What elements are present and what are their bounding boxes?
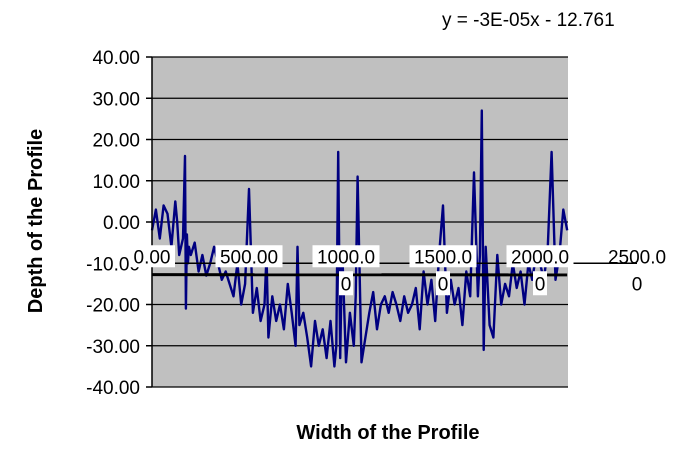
- x-tick-label: 0.00: [129, 245, 175, 268]
- x-tick-label-text: 1500.0 0: [414, 247, 472, 295]
- x-tick-label-text: 1000.0 0: [317, 247, 375, 295]
- x-tick-label-bg: [215, 245, 283, 268]
- y-tick-label: -30.00: [86, 337, 140, 358]
- x-tick-label-bg: [533, 271, 547, 296]
- y-tick-label: 40.00: [92, 48, 140, 69]
- y-tick-label: 0.00: [103, 213, 140, 234]
- x-tick-label: 2500.0 0: [608, 247, 666, 295]
- series-line: [150, 109, 569, 368]
- x-tick-label-bg: [436, 271, 450, 296]
- y-tick-label: -10.00: [86, 254, 140, 275]
- x-tick-label-bg: [129, 245, 175, 268]
- x-tick-labels: 0.00 500.00 1000.0 0 1500.0 0 2000.0 0 2500.0 0: [129, 245, 666, 296]
- x-tick-label-text: 500.00: [220, 247, 278, 268]
- x-tick-label-bg: [409, 245, 477, 268]
- x-tick-label: 500.00: [215, 245, 283, 268]
- x-tick-label: 2000.0 0: [506, 245, 574, 296]
- x-tick-label-text: 2000.0 0: [511, 247, 569, 295]
- y-tick-label: -20.00: [86, 296, 140, 317]
- x-tick-label: 1000.0 0: [312, 245, 380, 296]
- x-axis-label: Width of the Profile: [296, 422, 479, 444]
- x-tick-label-bg: [312, 245, 380, 268]
- y-tick-label: 10.00: [92, 172, 140, 193]
- y-tick-label: 20.00: [92, 131, 140, 152]
- y-tick-label: 30.00: [92, 89, 140, 110]
- x-tick-label-bg: [506, 245, 574, 268]
- x-tick-label-text: 0.00: [134, 247, 171, 268]
- x-tick-label-text: 2500.0 0: [608, 247, 666, 295]
- y-tick-label: -40.00: [86, 378, 140, 399]
- y-axis-label: Depth of the Profile: [25, 129, 47, 313]
- x-tick-label-bg: [339, 271, 353, 296]
- trendline-equation: y = -3E-05x - 12.761: [442, 10, 615, 31]
- data-series: [150, 109, 569, 368]
- y-tick-labels: 40.00 30.00 20.00 10.00 0.00 -10.00 -20.00 -30.…: [86, 48, 140, 399]
- x-tick-label: 1500.0 0: [409, 245, 477, 296]
